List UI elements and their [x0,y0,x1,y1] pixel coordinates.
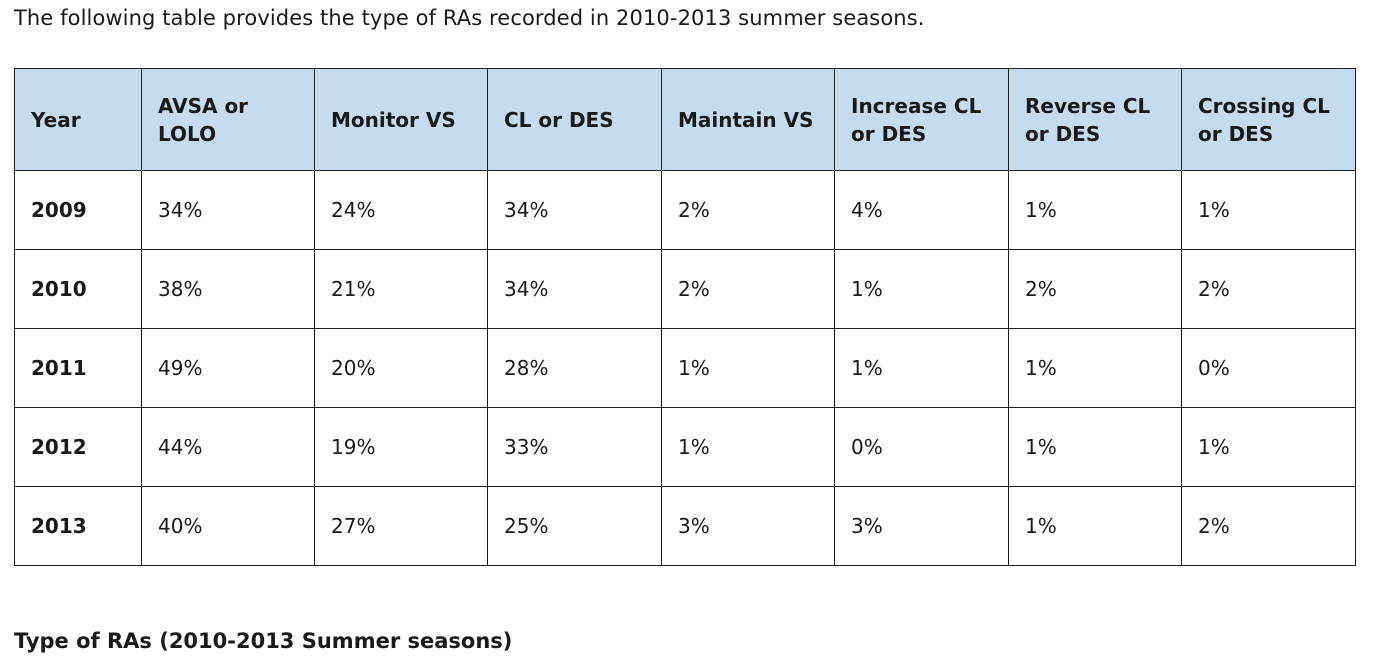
header-maintain-vs: Maintain VS [661,68,835,171]
table-cell: 20% [314,328,488,408]
table-cell: 27% [314,486,488,566]
table-cell: 0% [834,407,1009,487]
table-caption: Type of RAs (2010-2013 Summer seasons) [14,629,513,653]
table-cell: 1% [1008,328,1182,408]
year-cell: 2012 [14,407,142,487]
intro-paragraph: The following table provides the type of… [14,6,925,30]
table-cell: 2% [1181,486,1356,566]
table-cell: 34% [487,170,662,250]
year-cell: 2009 [14,170,142,250]
table-cell: 2% [661,170,835,250]
table-cell: 1% [1008,170,1182,250]
table-cell: 1% [1008,486,1182,566]
table-cell: 1% [661,328,835,408]
table-cell: 25% [487,486,662,566]
year-cell: 2011 [14,328,142,408]
table-cell: 49% [141,328,315,408]
header-increase-cl-or-des: Increase CL or DES [834,68,1009,171]
table-cell: 34% [487,249,662,329]
table-cell: 21% [314,249,488,329]
header-year: Year [14,68,142,171]
table-cell: 19% [314,407,488,487]
table-row: 2009 34% 24% 34% 2% 4% 1% 1% [14,170,1356,250]
table-cell: 1% [1181,407,1356,487]
table-cell: 1% [834,328,1009,408]
table-cell: 1% [834,249,1009,329]
header-reverse-cl-or-des: Reverse CL or DES [1008,68,1182,171]
table-cell: 28% [487,328,662,408]
table-cell: 2% [1008,249,1182,329]
year-cell: 2010 [14,249,142,329]
table-row: 2012 44% 19% 33% 1% 0% 1% 1% [14,407,1356,487]
table-cell: 1% [661,407,835,487]
table-cell: 4% [834,170,1009,250]
table-header-row: Year AVSA or LOLO Monitor VS CL or DES M… [14,68,1356,171]
table-row: 2013 40% 27% 25% 3% 3% 1% 2% [14,486,1356,566]
table-cell: 34% [141,170,315,250]
table-cell: 2% [1181,249,1356,329]
table-cell: 40% [141,486,315,566]
ra-types-table: Year AVSA or LOLO Monitor VS CL or DES M… [14,68,1356,566]
table-cell: 38% [141,249,315,329]
table-cell: 44% [141,407,315,487]
table-cell: 0% [1181,328,1356,408]
table-row: 2010 38% 21% 34% 2% 1% 2% 2% [14,249,1356,329]
table-row: 2011 49% 20% 28% 1% 1% 1% 0% [14,328,1356,408]
table-cell: 24% [314,170,488,250]
table-cell: 1% [1181,170,1356,250]
header-crossing-cl-or-des: Crossing CL or DES [1181,68,1356,171]
table-cell: 3% [834,486,1009,566]
header-monitor-vs: Monitor VS [314,68,488,171]
year-cell: 2013 [14,486,142,566]
table-cell: 33% [487,407,662,487]
table-cell: 1% [1008,407,1182,487]
header-cl-or-des: CL or DES [487,68,662,171]
table-cell: 3% [661,486,835,566]
table-cell: 2% [661,249,835,329]
header-avsa-or-lolo: AVSA or LOLO [141,68,315,171]
